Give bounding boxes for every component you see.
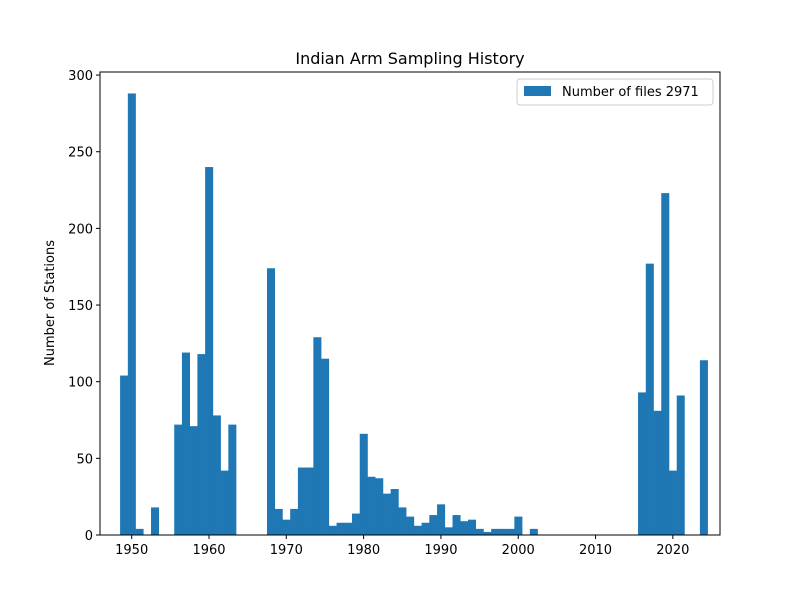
histogram-bar: [475, 528, 484, 535]
x-tick-label: 1960: [192, 543, 225, 558]
x-tick-label: 1970: [270, 543, 303, 558]
histogram-bar: [437, 504, 446, 535]
histogram-bar: [359, 433, 368, 535]
histogram-bar: [668, 470, 678, 535]
x-axis-ticks: 1950 1960 1970 1980 1990 2000 2010 2020: [115, 535, 689, 558]
y-axis-ticks: 0 50 100 150 200 250 300: [68, 69, 100, 544]
histogram-bar: [344, 522, 353, 535]
histogram-bar: [220, 470, 229, 535]
histogram-bar: [328, 525, 337, 535]
histogram-bar: [429, 515, 438, 535]
histogram-bar: [645, 263, 654, 535]
histogram-bar: [676, 395, 685, 535]
histogram-bar: [297, 467, 306, 535]
x-tick-label: 2020: [656, 543, 689, 558]
histogram-bar: [460, 521, 469, 535]
histogram-bar: [406, 516, 415, 535]
x-tick-label: 1980: [347, 543, 380, 558]
bars-group: [120, 93, 708, 536]
histogram-bar: [421, 522, 430, 535]
histogram-bar: [382, 493, 391, 535]
histogram-bar: [274, 508, 283, 535]
histogram-bar: [197, 354, 206, 535]
histogram-bar: [413, 525, 422, 535]
histogram-bar: [135, 528, 144, 535]
axes-frame: [99, 71, 721, 536]
histogram-bar: [305, 467, 314, 535]
histogram-bar: [205, 167, 214, 536]
legend-label: Number of files 2971: [562, 85, 699, 100]
histogram-bar: [506, 528, 515, 535]
histogram-bar: [398, 507, 407, 535]
x-tick-label: 1990: [424, 543, 457, 558]
chart-title: Indian Arm Sampling History: [295, 49, 524, 68]
histogram-bar: [498, 528, 507, 535]
y-tick-label: 100: [68, 376, 93, 391]
histogram-bar: [367, 476, 376, 535]
histogram-bar: [313, 337, 322, 535]
histogram-bar: [375, 478, 384, 535]
histogram-bar: [390, 489, 399, 535]
y-tick-label: 200: [68, 222, 93, 237]
x-tick-label: 2000: [502, 543, 535, 558]
histogram-bar: [151, 507, 160, 535]
histogram-bar: [529, 528, 538, 535]
histogram-bar: [483, 531, 492, 535]
histogram-bar: [127, 93, 136, 536]
histogram-bar: [653, 410, 662, 535]
histogram-bar: [266, 268, 276, 535]
histogram-bar: [181, 352, 190, 535]
x-tick-label: 1950: [115, 543, 148, 558]
y-tick-label: 150: [68, 299, 93, 314]
histogram-bar: [661, 193, 670, 535]
histogram-bar: [699, 360, 708, 535]
y-tick-label: 0: [85, 529, 93, 544]
histogram-bar: [174, 424, 183, 535]
histogram-bar: [467, 519, 477, 535]
legend: Number of files 2971: [516, 78, 714, 106]
legend-swatch: [524, 86, 551, 96]
histogram-bar: [352, 513, 361, 535]
y-axis-label: Number of Stations: [43, 240, 58, 366]
histogram-bar: [228, 424, 237, 535]
y-tick-label: 50: [76, 452, 93, 467]
histogram-bar: [282, 519, 291, 535]
y-tick-label: 300: [68, 69, 93, 84]
histogram-bar: [638, 392, 647, 535]
histogram-bar: [491, 528, 500, 535]
legend-box: [516, 78, 714, 106]
histogram-bar: [212, 415, 221, 535]
histogram-bar: [321, 358, 330, 535]
histogram-bar: [514, 516, 523, 535]
y-tick-label: 250: [68, 146, 93, 161]
histogram-bar: [452, 515, 461, 535]
histogram-bar: [336, 522, 345, 535]
histogram-bar: [189, 426, 198, 535]
histogram-bar: [444, 527, 453, 535]
x-tick-label: 2010: [579, 543, 612, 558]
histogram-bar: [290, 508, 299, 535]
histogram-bar: [120, 375, 129, 535]
